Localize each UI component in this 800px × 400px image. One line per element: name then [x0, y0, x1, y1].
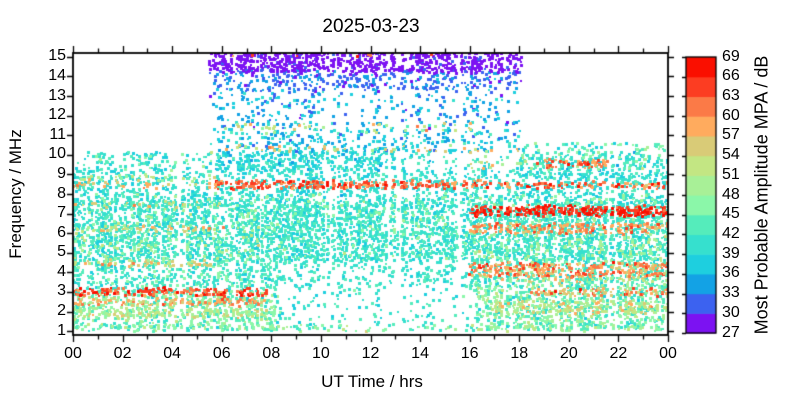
x-tick-label-04: 04 — [163, 345, 182, 362]
colorbar-tick-label-30: 30 — [722, 303, 740, 321]
colorbar-tick-label-54: 54 — [722, 146, 740, 164]
colorbar-tick-label-48: 48 — [722, 185, 740, 203]
x-tick-label-06: 06 — [212, 345, 231, 362]
x-tick-label-08: 08 — [262, 345, 281, 362]
y-tick-label-5: 5 — [57, 243, 66, 261]
x-tick-label-00: 00 — [659, 345, 677, 362]
colorbar-tick-label-57: 57 — [722, 126, 740, 144]
colorbar-tick-label-33: 33 — [722, 284, 740, 302]
colorbar-tick-label-69: 69 — [722, 47, 740, 65]
y-tick-label-14: 14 — [48, 67, 66, 84]
y-tick-label-13: 13 — [48, 86, 66, 104]
y-tick-label-10: 10 — [48, 145, 66, 163]
x-tick-label-10: 10 — [312, 345, 330, 362]
x-tick-label-12: 12 — [361, 345, 380, 362]
y-tick-label-6: 6 — [57, 223, 66, 241]
y-tick-label-15: 15 — [48, 47, 66, 65]
y-axis-title-text: Frequency / MHz — [6, 129, 25, 259]
colorbar-tick-label-39: 39 — [722, 244, 740, 262]
y-tick-label-7: 7 — [57, 204, 66, 222]
x-tick-label-22: 22 — [609, 345, 628, 362]
x-axis-title: UT Time / hrs — [321, 372, 423, 391]
x-tick-label-16: 16 — [460, 345, 479, 362]
colorbar-tick-label-36: 36 — [722, 264, 740, 282]
y-tick-label-12: 12 — [48, 106, 66, 124]
x-tick-label-20: 20 — [559, 345, 578, 362]
colorbar-tick-label-60: 60 — [722, 106, 740, 124]
y-tick-label-9: 9 — [57, 164, 66, 182]
colorbar-tick-label-45: 45 — [722, 205, 740, 223]
y-tick-label-4: 4 — [57, 262, 66, 280]
y-tick-label-2: 2 — [57, 302, 66, 319]
y-tick-label-11: 11 — [49, 125, 66, 143]
y-tick-label-8: 8 — [57, 184, 66, 202]
y-tick-label-1: 1 — [57, 321, 66, 339]
colorbar-tick-label-63: 63 — [722, 86, 740, 104]
colorbar-tick-label-42: 42 — [722, 224, 740, 242]
chart-title: 2025-03-23 — [322, 16, 420, 37]
colorbar-tick-label-27: 27 — [722, 323, 740, 341]
x-tick-label-18: 18 — [510, 345, 529, 362]
colorbar-tick-label-66: 66 — [722, 67, 740, 85]
x-tick-label-14: 14 — [411, 345, 429, 362]
colorbar-tick-label-51: 51 — [722, 165, 740, 183]
x-tick-label-02: 02 — [113, 345, 132, 362]
x-tick-label-00: 00 — [64, 345, 82, 362]
y-tick-label-3: 3 — [57, 282, 66, 300]
